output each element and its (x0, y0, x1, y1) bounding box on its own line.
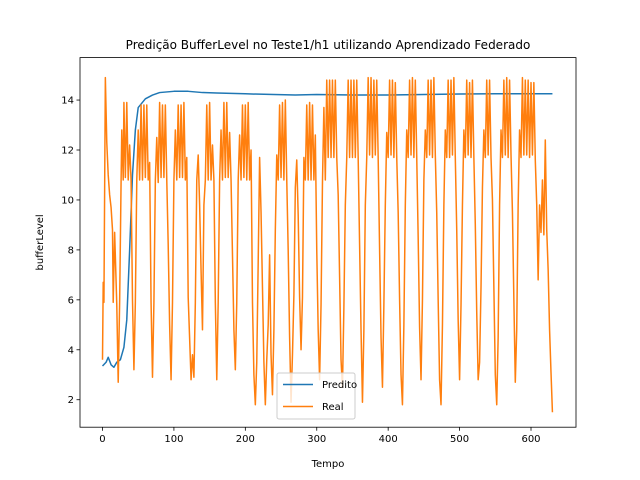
x-tick-label: 100 (164, 434, 183, 445)
y-axis-ticks: 2 4 6 8 10 12 14 (61, 96, 80, 406)
y-tick-label: 2 (68, 395, 74, 406)
plot-frame (79, 57, 577, 428)
series-line-predito (101, 90, 553, 369)
legend-label-predito: Predito (322, 380, 357, 391)
x-tick-label: 300 (307, 434, 326, 445)
y-axis-label: bufferLevel (35, 214, 46, 270)
legend: Predito Real (276, 372, 357, 420)
series-line-real (101, 76, 554, 413)
y-tick-label: 6 (68, 295, 74, 306)
plot-lines (101, 76, 554, 413)
legend-label-real: Real (322, 402, 344, 413)
x-tick-label: 600 (521, 434, 540, 445)
y-tick-label: 12 (61, 146, 74, 157)
chart-title: Predição BufferLevel no Teste1/h1 utiliz… (126, 38, 531, 52)
y-tick-label: 8 (68, 245, 74, 256)
x-tick-label: 200 (236, 434, 255, 445)
x-tick-label: 0 (99, 434, 105, 445)
x-axis-label: Tempo (311, 459, 345, 470)
x-tick-label: 500 (450, 434, 469, 445)
x-axis-ticks: 0 100 200 300 400 500 600 (99, 427, 541, 445)
y-tick-label: 10 (61, 195, 74, 206)
x-tick-label: 400 (379, 434, 398, 445)
y-tick-label: 4 (68, 345, 74, 356)
y-tick-label: 14 (61, 96, 74, 107)
